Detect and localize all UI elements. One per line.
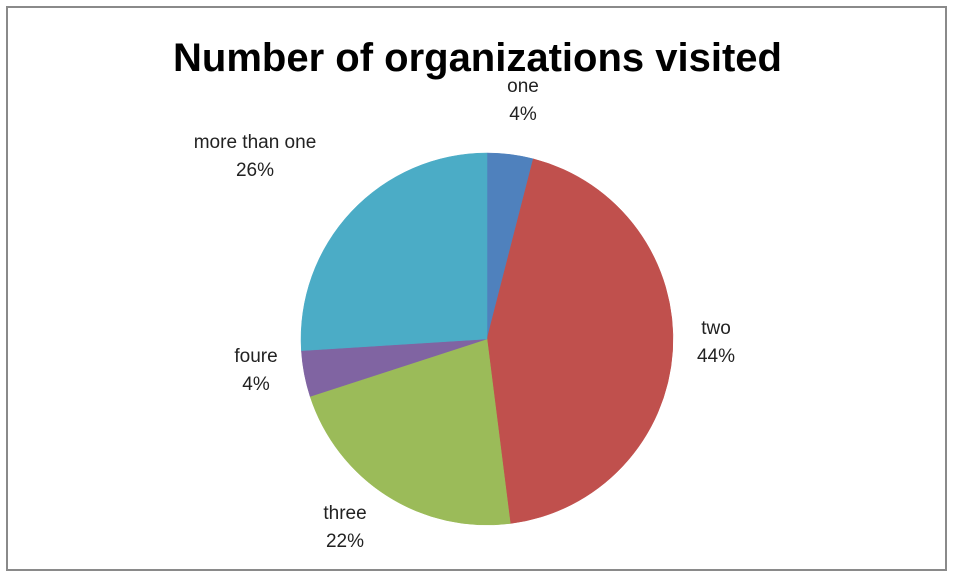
pie-labels: one 4% two 44% three 22% foure 4% more than one 2… — [194, 76, 735, 552]
pie-slice-two — [486, 158, 674, 524]
slice-name-label: three — [323, 503, 366, 524]
pie-slice-three — [309, 338, 511, 526]
slice-percent-label: 4% — [242, 374, 270, 395]
chart-title: Number of organizations visited — [173, 36, 782, 80]
slice-percent-label: 44% — [697, 346, 735, 367]
slice-name-label: more than one — [194, 132, 317, 153]
slice-name-label: foure — [234, 346, 277, 367]
slice-name-label: one — [507, 76, 539, 97]
slice-percent-label: 4% — [509, 104, 537, 125]
pie-slices — [300, 152, 674, 526]
slice-percent-label: 26% — [236, 160, 274, 181]
slice-percent-label: 22% — [326, 531, 364, 552]
pie-slice-more-than-one — [300, 152, 488, 351]
slice-name-label: two — [701, 318, 731, 339]
